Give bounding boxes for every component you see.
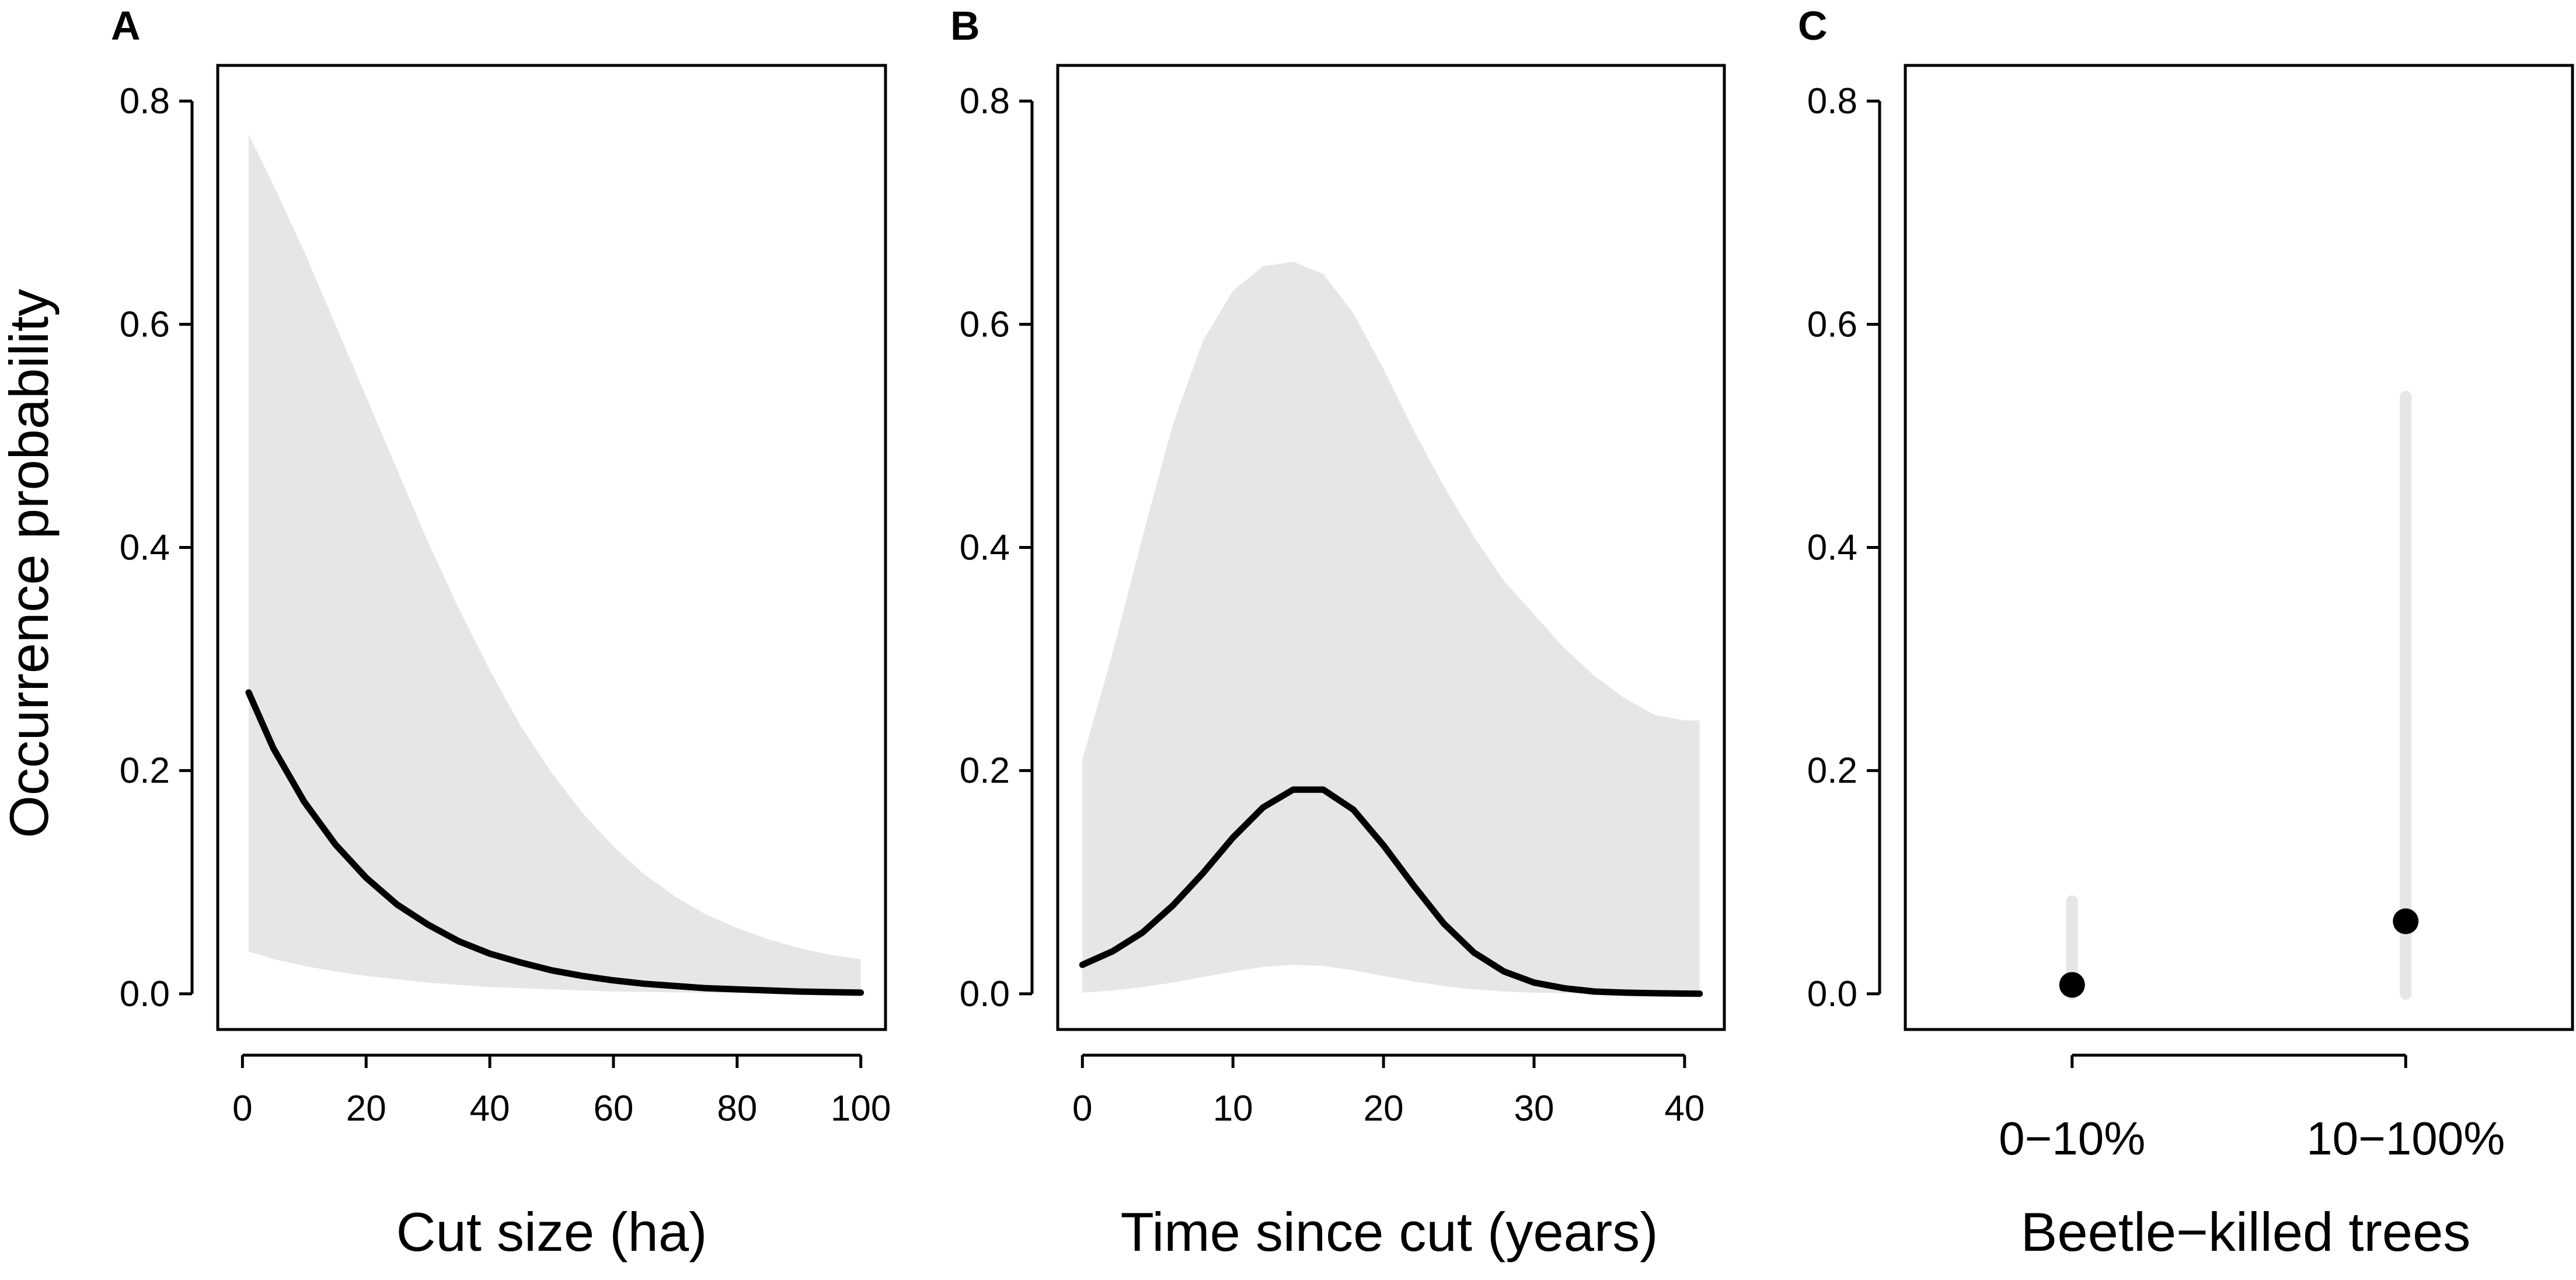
panel-b-axes: 0.0 0.2 0.4 0.6 0.8 0 10 20 30 40: [960, 64, 1726, 1129]
x-tick-label: 20: [346, 1088, 386, 1129]
confidence-band: [1082, 262, 1700, 994]
plot-frame: [1904, 64, 2574, 1031]
y-tick-label: 0.6: [960, 304, 1010, 345]
panel-b-plot-area: [1079, 262, 1703, 997]
y-tick-label: 0.0: [120, 974, 170, 1014]
panel-a-axes: 0.0 0.2 0.4 0.6 0.8 0 20 40 60 80 100: [120, 64, 891, 1129]
panel-a-plot-area: [245, 134, 865, 996]
mean-curve: [1079, 786, 1703, 997]
panel-c-x-axis-title: Beetle−killed trees: [2021, 1201, 2471, 1262]
y-axis-title: Occurrence probability: [0, 289, 60, 838]
y-tick-label: 0.8: [960, 81, 1010, 121]
data-point: [2393, 908, 2419, 934]
panel-a: A 0.0 0.2 0.4 0.6 0.8 0 20 40 60 80 100 Cut size (…: [111, 3, 891, 1262]
x-tick-label: 20: [1364, 1088, 1404, 1129]
panel-a-letter: A: [111, 3, 141, 48]
x-tick-label: 0: [1072, 1088, 1092, 1129]
y-tick-label: 0.2: [1807, 751, 1857, 791]
plot-frame: [216, 64, 887, 1031]
x-category-label: 10−100%: [2306, 1112, 2505, 1164]
panel-b-x-axis-title: Time since cut (years): [1120, 1201, 1658, 1262]
panel-c-axes: 0.0 0.2 0.4 0.6 0.8 0−10% 10−100%: [1807, 64, 2574, 1164]
y-tick-label: 0.4: [120, 528, 170, 568]
confidence-band: [249, 134, 861, 994]
panel-c-plot-area: [2059, 391, 2419, 1000]
plot-frame: [1056, 64, 1726, 1031]
y-tick-label: 0.6: [1807, 304, 1857, 345]
panel-b: B 0.0 0.2 0.4 0.6 0.8 0 10 20 30 40 Time since cu…: [950, 3, 1726, 1262]
panel-c-letter: C: [1798, 3, 1828, 48]
x-tick-label: 0: [232, 1088, 252, 1129]
y-tick-label: 0.2: [960, 751, 1010, 791]
x-tick-label: 100: [831, 1088, 891, 1129]
x-tick-label: 40: [1664, 1088, 1704, 1129]
x-tick-label: 60: [593, 1088, 633, 1129]
y-tick-label: 0.2: [120, 751, 170, 791]
y-tick-label: 0.4: [1807, 528, 1857, 568]
data-point: [2059, 972, 2085, 998]
panel-a-x-axis-title: Cut size (ha): [396, 1201, 707, 1262]
y-tick-label: 0.6: [120, 304, 170, 345]
x-tick-label: 40: [470, 1088, 510, 1129]
y-tick-label: 0.8: [1807, 81, 1857, 121]
panel-c: C 0.0 0.2 0.4 0.6 0.8 0−10% 10−100% Beetle−kil…: [1798, 3, 2574, 1262]
y-tick-label: 0.4: [960, 528, 1010, 568]
x-tick-label: 80: [717, 1088, 757, 1129]
panel-b-letter: B: [950, 3, 980, 48]
x-category-label: 0−10%: [1999, 1112, 2145, 1164]
x-tick-label: 10: [1213, 1088, 1253, 1129]
mean-curve: [245, 689, 865, 996]
x-tick-label: 30: [1514, 1088, 1554, 1129]
y-tick-label: 0.0: [1807, 974, 1857, 1014]
y-tick-label: 0.0: [960, 974, 1010, 1014]
y-tick-label: 0.8: [120, 81, 170, 121]
